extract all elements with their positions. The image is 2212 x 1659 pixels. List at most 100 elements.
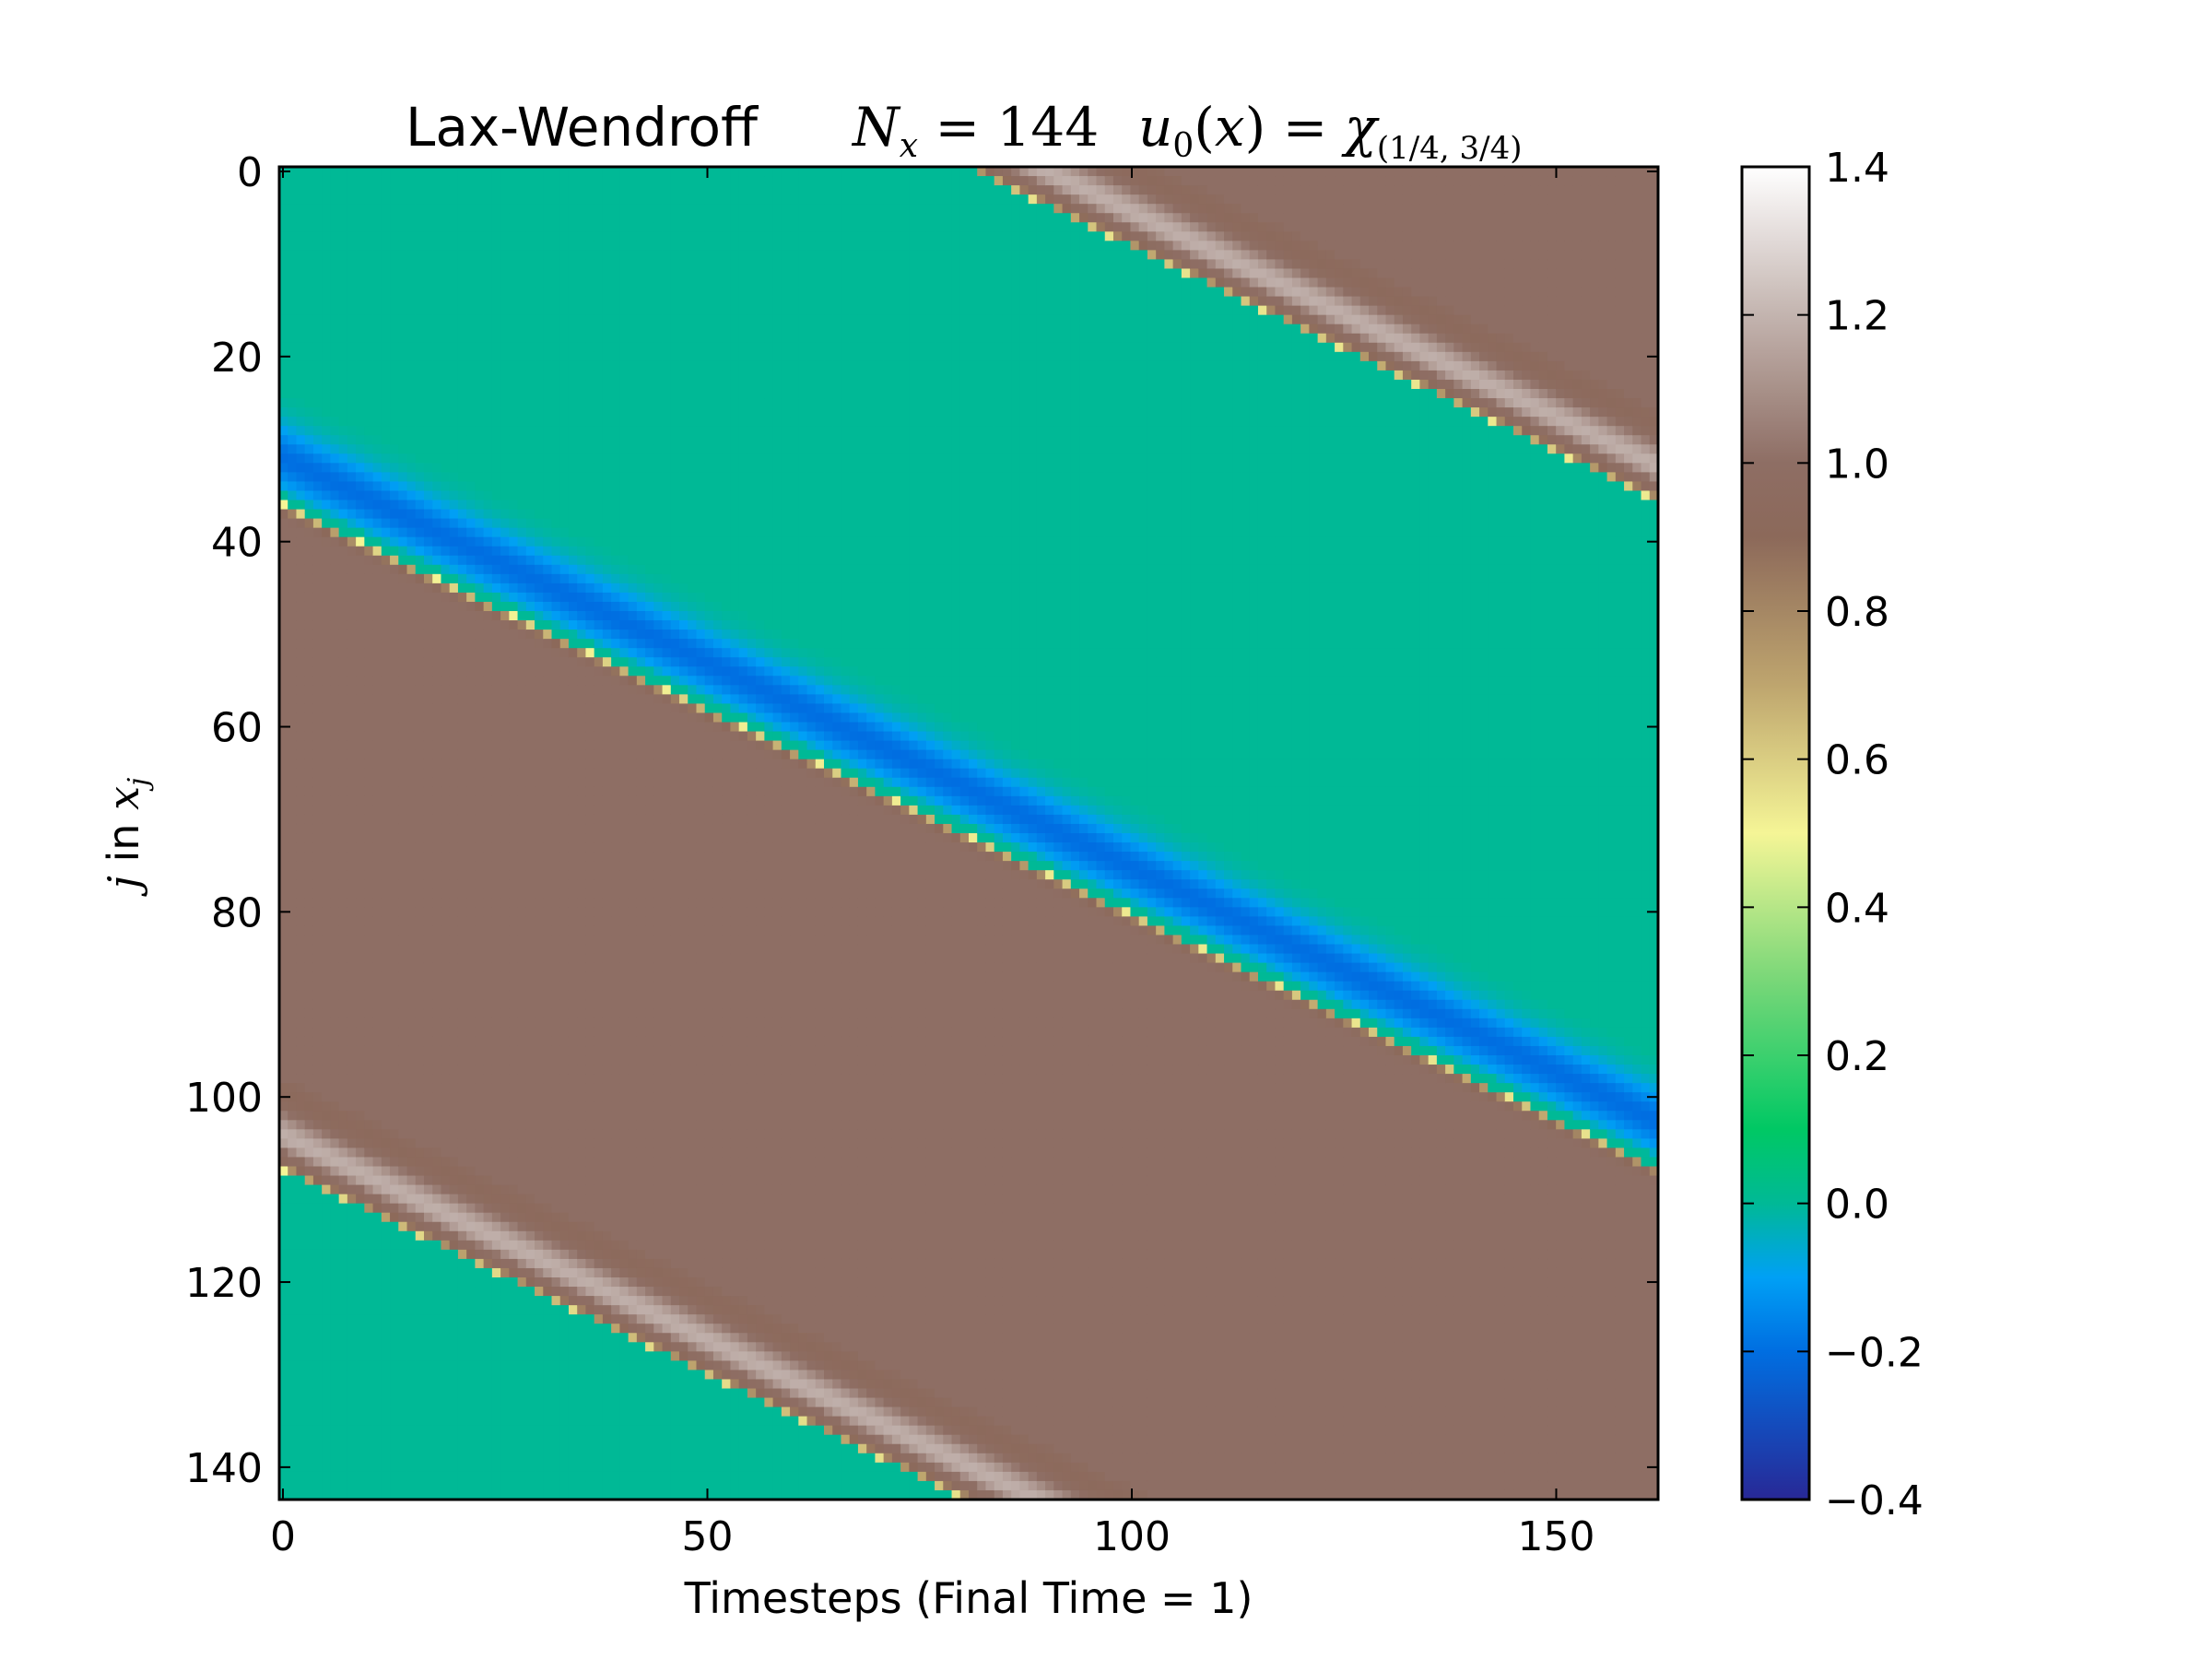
heatmap-cell (288, 1324, 298, 1334)
heatmap-cell (330, 1157, 340, 1168)
heatmap-cell (535, 1138, 544, 1149)
heatmap-cell (483, 898, 493, 908)
heatmap-cell (517, 518, 527, 529)
heatmap-cell (423, 1166, 433, 1177)
heatmap-cell (535, 1194, 544, 1205)
heatmap-cell (372, 962, 382, 973)
heatmap-cell (406, 1351, 417, 1361)
heatmap-cell (423, 1480, 433, 1491)
heatmap-cell (312, 1416, 323, 1427)
heatmap-cell (509, 879, 519, 889)
heatmap-cell (338, 879, 348, 889)
heatmap-cell (390, 740, 399, 751)
heatmap-cell (338, 962, 348, 973)
heatmap-cell (423, 453, 433, 464)
heatmap-cell (364, 1397, 374, 1408)
heatmap-cell (423, 1129, 433, 1139)
heatmap-cell (441, 1388, 451, 1399)
heatmap-cell (441, 1221, 451, 1232)
heatmap-cell (475, 1045, 485, 1056)
heatmap-cell (535, 194, 544, 205)
heatmap-cell (364, 176, 374, 186)
heatmap-cell (312, 833, 323, 843)
heatmap-cell (517, 333, 527, 344)
heatmap-cell (398, 703, 408, 714)
heatmap-cell (338, 1111, 348, 1121)
heatmap-cell (304, 231, 314, 241)
heatmap-cell (568, 213, 578, 223)
heatmap-cell (475, 740, 485, 751)
heatmap-cell (457, 1036, 467, 1047)
heatmap-cell (543, 925, 553, 936)
heatmap-cell (517, 268, 527, 279)
heatmap-cell (330, 222, 340, 232)
heatmap-cell (364, 740, 374, 751)
heatmap-cell (415, 518, 425, 529)
heatmap-cell (491, 277, 501, 288)
heatmap-cell (356, 389, 365, 399)
heatmap-cell (543, 962, 553, 973)
heatmap-cell (398, 398, 408, 408)
heatmap-cell (423, 573, 433, 584)
heatmap-cell (288, 167, 298, 177)
heatmap-cell (449, 620, 459, 630)
heatmap-cell (568, 601, 578, 612)
heatmap-cell (398, 453, 408, 464)
heatmap-cell (551, 971, 561, 982)
heatmap-cell (415, 694, 425, 705)
heatmap-cell (509, 1036, 519, 1047)
heatmap-cell (312, 629, 323, 640)
heatmap-cell (347, 194, 357, 205)
heatmap-cell (296, 231, 306, 241)
heatmap-cell (457, 888, 467, 899)
heatmap-cell (491, 1138, 501, 1149)
heatmap-cell (543, 259, 553, 270)
heatmap-cell (535, 241, 544, 251)
heatmap-cell (483, 564, 493, 575)
heatmap-cell (322, 1074, 331, 1084)
heatmap-cell (381, 1055, 391, 1065)
heatmap-cell (483, 1379, 493, 1390)
heatmap-cell (381, 1305, 391, 1315)
heatmap-cell (449, 268, 459, 279)
heatmap-cell (475, 389, 485, 399)
heatmap-cell (449, 305, 459, 316)
heatmap-cell (517, 907, 527, 917)
heatmap-cell (288, 305, 298, 316)
heatmap-cell (381, 629, 391, 640)
heatmap-cell (483, 167, 493, 177)
heatmap-cell (441, 1397, 451, 1408)
heatmap-cell (415, 213, 425, 223)
heatmap-cell (500, 268, 510, 279)
heatmap-cell (288, 1397, 298, 1408)
heatmap-cell (356, 1138, 365, 1149)
heatmap-cell (338, 852, 348, 862)
heatmap-cell (279, 694, 288, 705)
heatmap-cell (338, 185, 348, 195)
heatmap-cell (500, 1166, 510, 1177)
heatmap-cell (347, 639, 357, 649)
heatmap-cell (517, 342, 527, 353)
heatmap-cell (475, 1166, 485, 1177)
heatmap-cell (288, 1277, 298, 1288)
heatmap-cell (406, 1083, 417, 1093)
heatmap-cell (415, 1370, 425, 1381)
heatmap-cell (296, 685, 306, 695)
heatmap-cell (568, 703, 578, 714)
heatmap-cell (423, 990, 433, 1001)
heatmap-cell (466, 1416, 476, 1427)
heatmap-cell (356, 861, 365, 871)
heatmap-cell (330, 1296, 340, 1306)
heatmap-cell (390, 472, 399, 483)
heatmap-cell (372, 1416, 382, 1427)
heatmap-cell (543, 611, 553, 621)
heatmap-cell (432, 1120, 442, 1130)
heatmap-cell (381, 1203, 391, 1214)
heatmap-cell (535, 703, 544, 714)
heatmap-cell (338, 1471, 348, 1482)
heatmap-cell (347, 1333, 357, 1343)
heatmap-cell (517, 417, 527, 427)
heatmap-cell (466, 777, 476, 788)
heatmap-cell (517, 888, 527, 899)
heatmap-cell (304, 500, 314, 511)
